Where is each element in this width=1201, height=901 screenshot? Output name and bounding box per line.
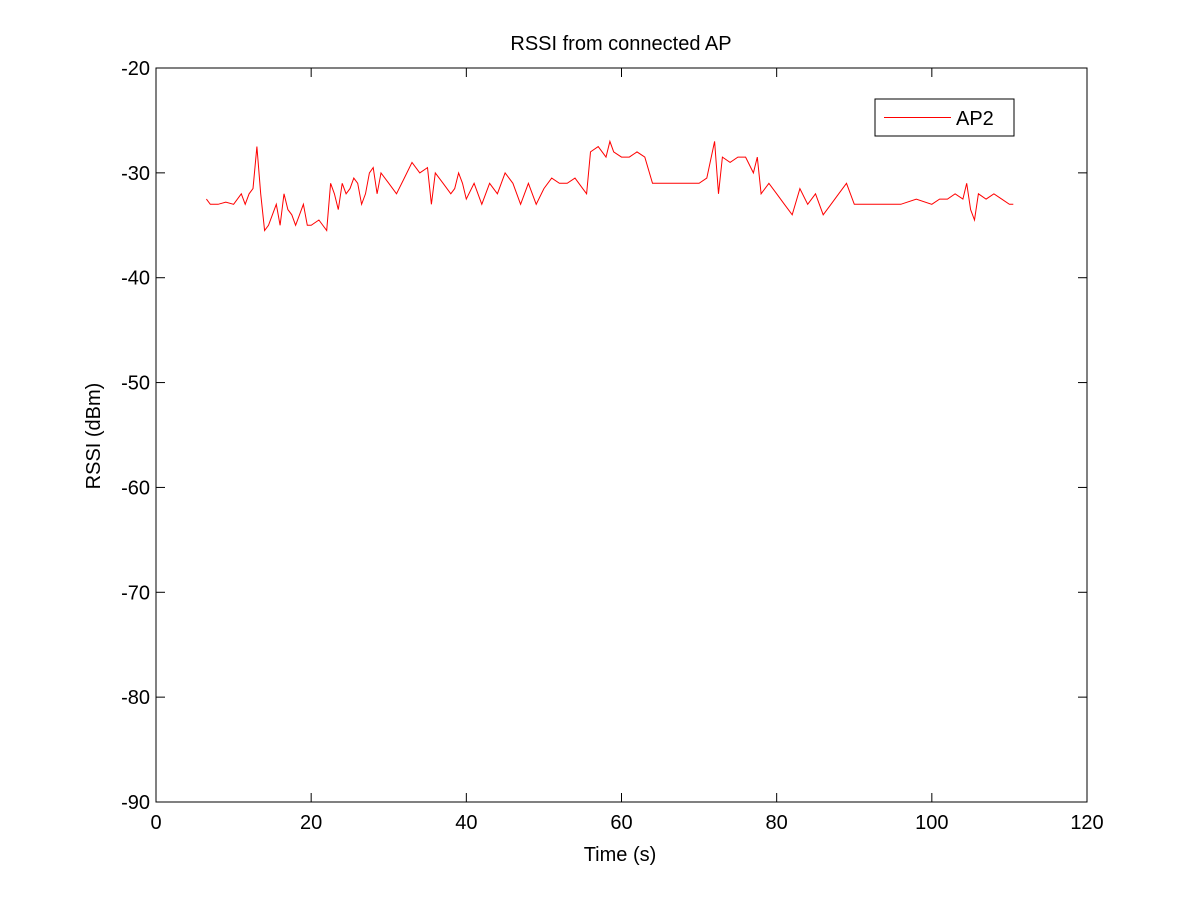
x-tick-label: 80 xyxy=(766,812,788,834)
x-tick-label: 120 xyxy=(1070,812,1103,834)
series-line-ap2 xyxy=(205,139,1014,232)
y-tick-label: -50 xyxy=(121,373,150,395)
x-axis-label: Time (s) xyxy=(584,844,657,866)
x-tick-label: 20 xyxy=(300,812,322,834)
axes-box xyxy=(155,67,1088,803)
chart-title: RSSI from connected AP xyxy=(510,33,731,55)
legend: AP2 xyxy=(874,98,1015,137)
x-tick-label: 40 xyxy=(455,812,477,834)
y-tick-label: -30 xyxy=(121,163,150,185)
y-axis-label: RSSI (dBm) xyxy=(83,383,105,490)
series-layer xyxy=(205,139,1014,232)
legend-label: AP2 xyxy=(956,108,994,130)
x-tick-label: 60 xyxy=(610,812,632,834)
x-tick-label: 100 xyxy=(915,812,948,834)
y-tick-label: -60 xyxy=(121,477,150,499)
tick-layer: 0 20 40 60 80 100 120 -90 -80 -70 -60 -50 -40 -30 -20 xyxy=(121,58,1104,834)
y-tick-label: -40 xyxy=(121,268,150,290)
y-tick-label: -90 xyxy=(121,792,150,814)
y-tick-label: -70 xyxy=(121,582,150,604)
y-tick-label: -80 xyxy=(121,687,150,709)
y-tick-label: -20 xyxy=(121,58,150,80)
plot-area: 0 20 40 60 80 100 120 -90 -80 -70 -60 -50 -40 -30 -20 xyxy=(121,58,1104,834)
x-tick-label: 0 xyxy=(150,812,161,834)
